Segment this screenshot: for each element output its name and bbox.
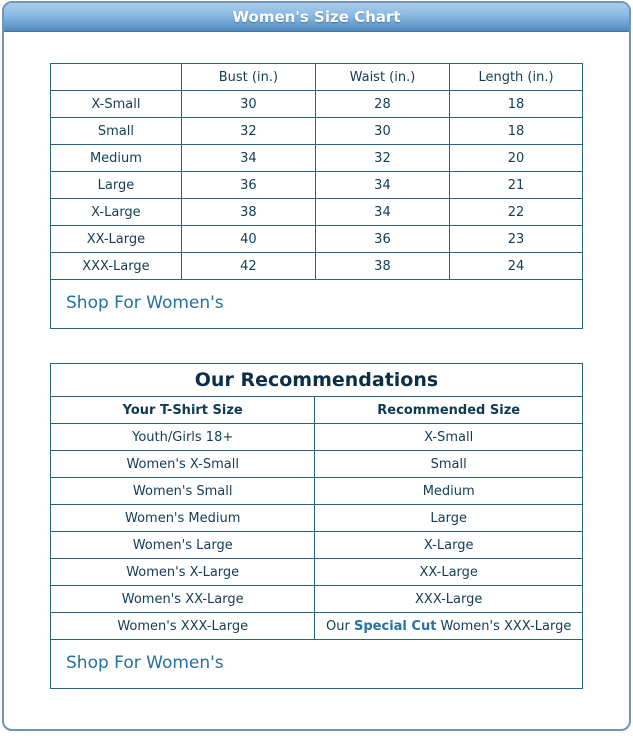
- size-row: X-Small 30 28 18: [50, 90, 584, 118]
- length-cell: 23: [448, 225, 584, 253]
- waist-cell: 28: [314, 90, 450, 118]
- tshirt-size-cell: Women's Medium: [49, 504, 316, 532]
- size-cell: Large: [50, 171, 182, 199]
- shop-for-womens-link[interactable]: Shop For Women's: [66, 293, 224, 313]
- recommended-size-cell-special: Our Special Cut Women's XXX-Large: [314, 612, 583, 640]
- tshirt-size-cell: Women's XX-Large: [49, 585, 316, 613]
- size-row: XXX-Large 42 38 24: [50, 252, 584, 280]
- bust-cell: 36: [180, 171, 316, 199]
- recommended-size-cell: Small: [314, 450, 583, 478]
- recommendations-title: Our Recommendations: [50, 363, 583, 396]
- recommended-size-cell: Large: [314, 504, 583, 532]
- tshirt-size-cell: Women's X-Small: [49, 450, 316, 478]
- recommendation-row: Women's Small Medium: [49, 477, 583, 505]
- length-cell: 24: [448, 252, 584, 280]
- bust-header: Bust (in.): [180, 63, 316, 91]
- size-row: XX-Large 40 36 23: [50, 225, 584, 253]
- bust-cell: 38: [180, 198, 316, 226]
- bust-cell: 40: [180, 225, 316, 253]
- recommendation-row: Women's X-Small Small: [49, 450, 583, 478]
- bust-cell: 34: [180, 144, 316, 172]
- recommendations-table: Your T-Shirt Size Recommended Size Youth…: [49, 396, 583, 640]
- recommendation-row: Women's Medium Large: [49, 504, 583, 532]
- recommendation-row: Women's X-Large XX-Large: [49, 558, 583, 586]
- recommendations-footer: Shop For Women's: [50, 640, 583, 689]
- recommendation-row: Women's XX-Large XXX-Large: [49, 585, 583, 613]
- shop-for-womens-link[interactable]: Shop For Women's: [66, 653, 224, 673]
- corner-cell: [50, 63, 182, 91]
- length-cell: 18: [448, 90, 584, 118]
- length-cell: 18: [448, 117, 584, 145]
- size-chart-footer: Shop For Women's: [50, 280, 583, 329]
- special-cut-link[interactable]: Special Cut: [354, 618, 437, 634]
- recommended-size-header: Recommended Size: [314, 396, 583, 424]
- size-cell: Small: [50, 117, 182, 145]
- recommendations-section: Our Recommendations Your T-Shirt Size Re…: [49, 363, 583, 689]
- waist-cell: 34: [314, 171, 450, 199]
- tshirt-size-cell: Women's Small: [49, 477, 316, 505]
- size-row: X-Large 38 34 22: [50, 198, 584, 226]
- length-header: Length (in.): [448, 63, 584, 91]
- size-cell: Medium: [50, 144, 182, 172]
- size-cell: XXX-Large: [50, 252, 182, 280]
- waist-cell: 36: [314, 225, 450, 253]
- size-chart-section: Bust (in.) Waist (in.) Length (in.) X-Sm…: [50, 63, 584, 329]
- tshirt-size-cell: Youth/Girls 18+: [49, 423, 316, 451]
- length-cell: 22: [448, 198, 584, 226]
- tshirt-size-cell: Women's Large: [49, 531, 316, 559]
- bust-cell: 32: [180, 117, 316, 145]
- bust-cell: 42: [180, 252, 316, 280]
- size-cell: X-Small: [50, 90, 182, 118]
- size-cell: XX-Large: [50, 225, 182, 253]
- page-title-bar: Women's Size Chart: [4, 3, 629, 32]
- recommended-size-cell: XXX-Large: [314, 585, 583, 613]
- recommendation-row-special: Women's XXX-Large Our Special Cut Women'…: [49, 612, 583, 640]
- waist-cell: 34: [314, 198, 450, 226]
- recommended-size-cell: X-Large: [314, 531, 583, 559]
- recommendation-row: Youth/Girls 18+ X-Small: [49, 423, 583, 451]
- waist-header: Waist (in.): [314, 63, 450, 91]
- length-cell: 20: [448, 144, 584, 172]
- size-chart-table: Bust (in.) Waist (in.) Length (in.) X-Sm…: [50, 63, 584, 280]
- size-row: Large 36 34 21: [50, 171, 584, 199]
- size-row: Small 32 30 18: [50, 117, 584, 145]
- recommended-size-cell: XX-Large: [314, 558, 583, 586]
- recommendations-header-row: Your T-Shirt Size Recommended Size: [49, 396, 583, 424]
- bust-cell: 30: [180, 90, 316, 118]
- recommended-size-cell: Medium: [314, 477, 583, 505]
- waist-cell: 38: [314, 252, 450, 280]
- recommended-size-cell: X-Small: [314, 423, 583, 451]
- special-cut-prefix: Our: [326, 618, 354, 634]
- size-row: Medium 34 32 20: [50, 144, 584, 172]
- tshirt-size-cell: Women's XXX-Large: [49, 612, 316, 640]
- length-cell: 21: [448, 171, 584, 199]
- waist-cell: 32: [314, 144, 450, 172]
- size-chart-header-row: Bust (in.) Waist (in.) Length (in.): [50, 63, 584, 91]
- tshirt-size-cell: Women's X-Large: [49, 558, 316, 586]
- page-title: Women's Size Chart: [232, 8, 401, 26]
- waist-cell: 30: [314, 117, 450, 145]
- special-cut-suffix: Women's XXX-Large: [436, 618, 572, 634]
- recommendation-row: Women's Large X-Large: [49, 531, 583, 559]
- size-cell: X-Large: [50, 198, 182, 226]
- tshirt-size-header: Your T-Shirt Size: [49, 396, 316, 424]
